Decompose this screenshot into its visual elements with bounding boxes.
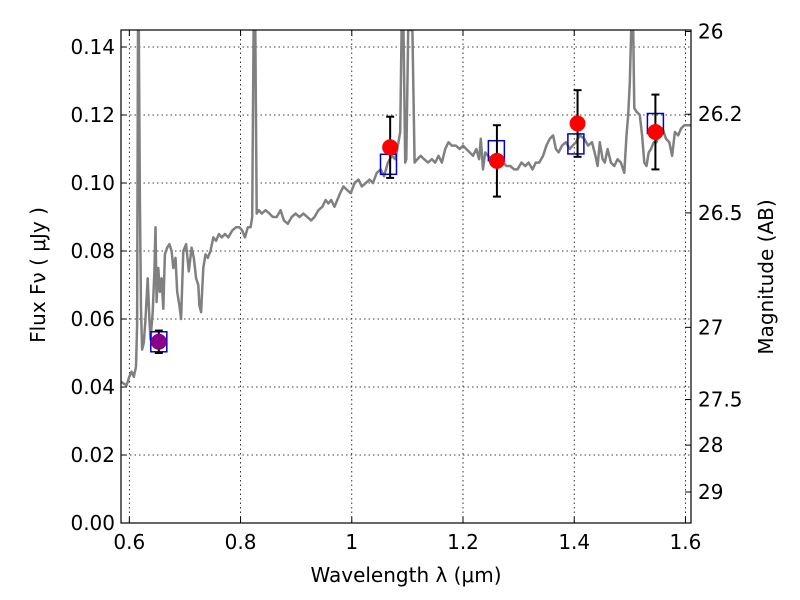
right-axis-label: Magnitude (AB) [754,199,778,354]
x-tick-label: 1.4 [558,530,590,554]
observed-flux-point [150,333,167,350]
right-tick-label: 26.5 [698,201,743,225]
y-tick-label: 0.14 [70,35,115,59]
plot-frame [120,29,692,524]
x-tick-label: 1.6 [670,530,702,554]
observed-flux-point [647,124,664,140]
model-spectrum-line [121,30,691,387]
y-tick-label: 0.08 [70,239,115,263]
observed-flux-point [488,152,505,169]
x-axis-label: Wavelength λ (μm) [310,563,501,587]
right-tick-label: 27.5 [698,388,743,412]
y-tick-label: 0.02 [70,443,115,467]
observed-flux-point [569,115,586,132]
spectrum-layer [121,30,691,387]
right-tick-label: 27 [698,315,723,339]
photometry-layer [150,89,665,354]
model-photometry-square [567,133,585,155]
y-tick-label: 0.04 [70,375,115,399]
observed-flux-point [382,139,399,156]
x-tick-label: 0.6 [113,530,145,554]
x-tick-label: 1.2 [447,530,479,554]
right-tick-label: 26 [698,20,723,44]
grid [121,30,691,523]
y-tick-label: 0.06 [70,307,115,331]
y-axis-label: Flux Fν ( μJy ) [26,207,50,343]
right-tick-label: 28 [698,433,723,457]
axis-ticks: 0.6 0.8 1 1.2 1.4 1.6 0.00 0.02 0.04 0.06 0.08 0.10… [70,20,742,554]
x-tick-label: 1 [345,530,358,554]
y-tick-label: 0.12 [70,103,115,127]
x-tick-label: 0.8 [225,530,257,554]
right-tick-label: 26.2 [698,102,743,126]
right-tick-label: 29 [698,480,723,504]
y-tick-label: 0.00 [70,511,115,535]
y-tick-label: 0.10 [70,171,115,195]
